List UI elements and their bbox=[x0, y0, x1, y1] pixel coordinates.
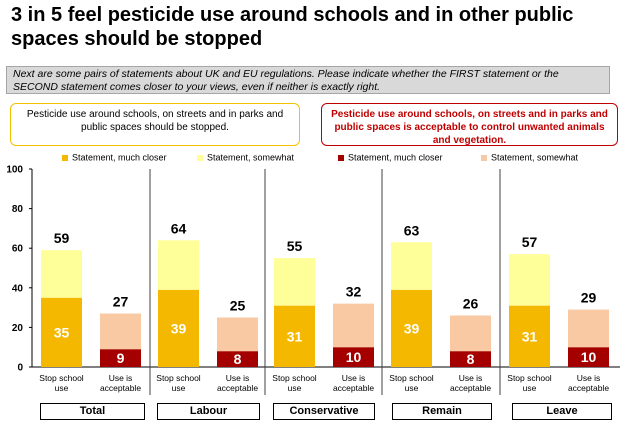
x-tick-label-acceptable: acceptable bbox=[450, 383, 491, 393]
legend-item-acc-much: Statement, much closer bbox=[338, 152, 443, 163]
x-tick-label-stop: use bbox=[172, 383, 186, 393]
total-label-stop: 59 bbox=[54, 230, 70, 246]
x-tick-label-acceptable: Use is bbox=[577, 373, 601, 383]
bar-stop-much-closer bbox=[158, 289, 199, 367]
total-label-acceptable: 29 bbox=[581, 290, 597, 306]
x-tick-label-acceptable: acceptable bbox=[568, 383, 609, 393]
legend-swatch bbox=[481, 154, 487, 161]
x-tick-label-stop: Stop school bbox=[272, 373, 317, 383]
bar-acceptable-somewhat bbox=[568, 309, 609, 348]
legend-item-acc-somewhat: Statement, somewhat bbox=[481, 152, 578, 163]
data-label-stop-much: 39 bbox=[171, 320, 187, 336]
data-label-stop-much: 39 bbox=[404, 320, 420, 336]
bar-stop-much-closer bbox=[509, 305, 550, 367]
x-tick-label-acceptable: Use is bbox=[109, 373, 133, 383]
chart-title: 3 in 5 feel pesticide use around schools… bbox=[11, 4, 574, 50]
data-label-acceptable-much: 8 bbox=[234, 351, 242, 367]
bar-acceptable-much-closer bbox=[450, 351, 491, 367]
group-label-leave: Leave bbox=[512, 403, 612, 420]
x-tick-label-stop: use bbox=[55, 383, 69, 393]
legend-label: Statement, much closer bbox=[72, 152, 167, 163]
x-tick-label-stop: use bbox=[405, 383, 419, 393]
legend-swatch bbox=[338, 154, 344, 161]
bar-acceptable-somewhat bbox=[450, 315, 491, 352]
x-tick-label-acceptable: Use is bbox=[342, 373, 366, 383]
second-statement-box: Pesticide use around schools, on streets… bbox=[321, 103, 618, 146]
total-label-acceptable: 25 bbox=[230, 298, 246, 314]
data-label-acceptable-much: 10 bbox=[581, 349, 597, 365]
total-label-acceptable: 27 bbox=[113, 294, 129, 310]
y-tick-label: 40 bbox=[12, 283, 24, 294]
group-label-conservative: Conservative bbox=[273, 403, 375, 420]
x-tick-label-acceptable: acceptable bbox=[100, 383, 141, 393]
total-label-acceptable: 32 bbox=[346, 284, 362, 300]
x-tick-label-stop: use bbox=[523, 383, 537, 393]
data-label-acceptable-much: 8 bbox=[467, 351, 475, 367]
bar-acceptable-much-closer bbox=[100, 349, 141, 367]
x-tick-label-stop: Stop school bbox=[507, 373, 552, 383]
group-label-total: Total bbox=[40, 403, 145, 420]
x-tick-label-acceptable: Use is bbox=[459, 373, 483, 383]
x-tick-label-stop: use bbox=[288, 383, 302, 393]
bar-stop-somewhat bbox=[158, 240, 199, 290]
data-label-stop-much: 35 bbox=[54, 324, 70, 340]
total-label-acceptable: 26 bbox=[463, 296, 479, 312]
y-tick-label: 80 bbox=[12, 204, 24, 215]
group-label-remain: Remain bbox=[392, 403, 492, 420]
y-tick-label: 20 bbox=[12, 323, 24, 334]
y-tick-label: 100 bbox=[6, 165, 23, 176]
data-label-stop-much: 31 bbox=[522, 328, 538, 344]
bar-acceptable-somewhat bbox=[217, 317, 258, 352]
bar-acceptable-much-closer bbox=[568, 347, 609, 367]
bar-acceptable-somewhat bbox=[333, 303, 374, 348]
total-label-stop: 63 bbox=[404, 222, 420, 238]
first-statement-box: Pesticide use around schools, on streets… bbox=[10, 103, 300, 146]
x-tick-label-stop: Stop school bbox=[39, 373, 84, 383]
legend-swatch bbox=[62, 154, 68, 161]
x-tick-label-stop: Stop school bbox=[389, 373, 434, 383]
legend-swatch bbox=[197, 154, 203, 161]
data-label-acceptable-much: 9 bbox=[117, 350, 125, 366]
bar-stop-somewhat bbox=[391, 242, 432, 290]
x-tick-label-acceptable: acceptable bbox=[217, 383, 258, 393]
bar-stop-somewhat bbox=[509, 254, 550, 306]
bar-stop-much-closer bbox=[391, 289, 432, 367]
legend-label: Statement, somewhat bbox=[491, 152, 579, 163]
total-label-stop: 55 bbox=[287, 238, 303, 254]
data-label-acceptable-much: 10 bbox=[346, 349, 362, 365]
bar-stop-much-closer bbox=[41, 297, 82, 367]
legend-item-stop-somewhat: Statement, somewhat bbox=[197, 152, 294, 163]
y-tick-label: 0 bbox=[17, 363, 23, 374]
data-label-stop-much: 31 bbox=[287, 328, 303, 344]
group-label-labour: Labour bbox=[157, 403, 260, 420]
y-tick-label: 60 bbox=[12, 244, 24, 255]
legend-label: Statement, somewhat bbox=[207, 152, 295, 163]
bar-acceptable-much-closer bbox=[217, 351, 258, 367]
total-label-stop: 64 bbox=[171, 220, 187, 236]
total-label-stop: 57 bbox=[522, 234, 538, 250]
question-text: Next are some pairs of statements about … bbox=[6, 66, 610, 94]
x-tick-label-acceptable: Use is bbox=[226, 373, 250, 383]
bar-stop-somewhat bbox=[41, 250, 82, 298]
legend-label: Statement, much closer bbox=[348, 152, 443, 163]
bar-stop-somewhat bbox=[274, 258, 315, 306]
bar-acceptable-much-closer bbox=[333, 347, 374, 367]
bar-acceptable-somewhat bbox=[100, 313, 141, 350]
legend-item-stop-much: Statement, much closer bbox=[62, 152, 167, 163]
x-tick-label-acceptable: acceptable bbox=[333, 383, 374, 393]
bar-stop-much-closer bbox=[274, 305, 315, 367]
x-tick-label-stop: Stop school bbox=[156, 373, 201, 383]
